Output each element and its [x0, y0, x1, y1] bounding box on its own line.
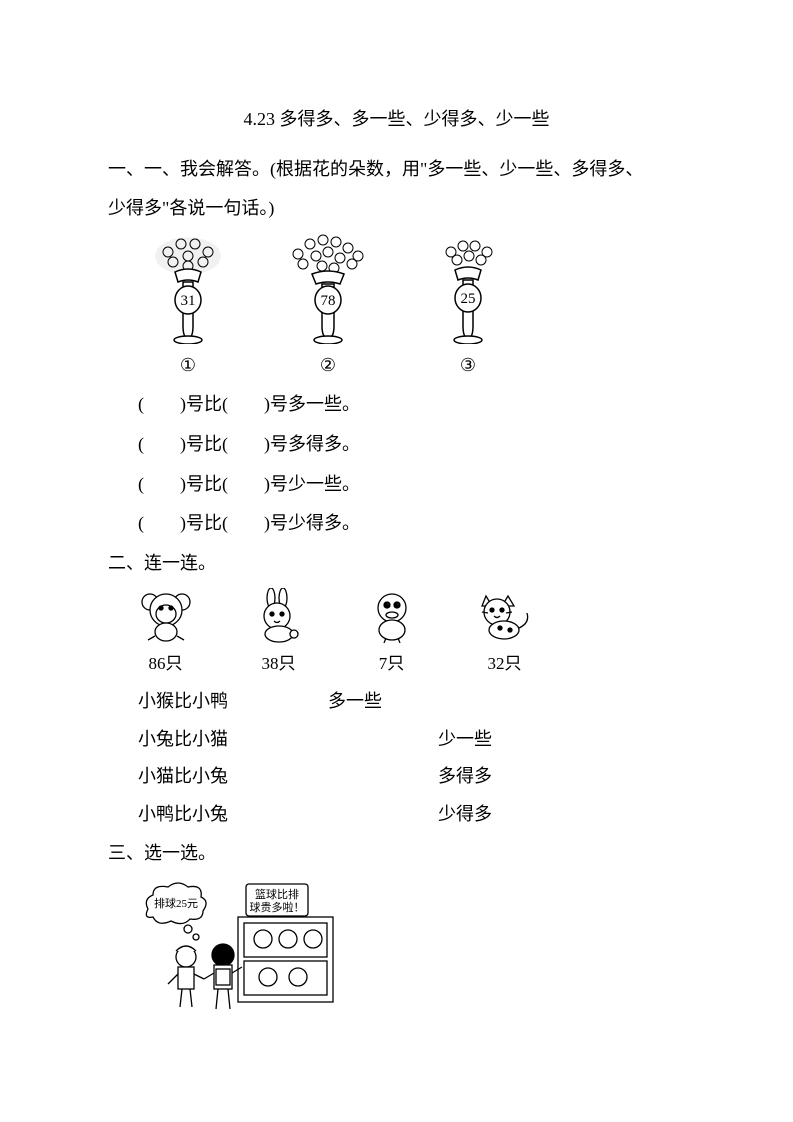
match-row: 小猴比小鸭 多一些 — [138, 683, 685, 721]
vase-icon: 25 — [423, 234, 513, 344]
vase-number: 25 — [461, 291, 476, 307]
q3-heading: 三、选一选。 — [108, 834, 685, 874]
vase-icon: 78 — [278, 234, 378, 344]
bubble-right-text-2: 球贵多啦！ — [250, 900, 305, 914]
animal-monkey: 86只 — [123, 588, 208, 682]
vase-2: 78 ② — [278, 234, 378, 386]
animal-rabbit: 38只 — [236, 588, 321, 682]
fill-line: ( )号比( )号少一些。 — [138, 465, 685, 505]
match-row: 小鸭比小兔 少得多 — [138, 796, 685, 834]
animal-count: 32只 — [488, 645, 522, 682]
fill-line: ( )号比( )号少得多。 — [138, 504, 685, 544]
animal-cat: 32只 — [462, 588, 547, 682]
match-right: 少得多 — [438, 796, 492, 834]
q1-heading-line1: 一、一、我会解答。(根据花的朵数，用"多一些、少一些、多得多、 — [108, 150, 685, 190]
q2-heading: 二、连一连。 — [108, 544, 685, 584]
animal-row: 86只 38只 — [123, 588, 685, 682]
q1-heading-line2: 少得多"各说一句话。) — [108, 189, 685, 229]
match-left: 小猴比小鸭 — [138, 683, 328, 721]
match-row: 小兔比小猫 少一些 — [138, 721, 685, 759]
shop-scene: 排球25元 篮球比排 球贵多啦！ — [138, 879, 685, 1019]
animal-count: 86只 — [149, 645, 183, 682]
match-rows: 小猴比小鸭 多一些 小兔比小猫 少一些 小猫比小兔 多得多 小鸭比小兔 少得多 — [138, 683, 685, 834]
monkey-icon — [136, 588, 196, 643]
animal-count: 38只 — [262, 645, 296, 682]
duck-icon — [362, 588, 422, 643]
vase-label: ③ — [460, 346, 476, 386]
vase-number: 78 — [321, 293, 336, 309]
match-left: 小猫比小兔 — [138, 758, 328, 796]
match-row: 小猫比小兔 多得多 — [138, 758, 685, 796]
shop-illustration: 排球25元 篮球比排 球贵多啦！ — [138, 879, 358, 1019]
cat-icon — [472, 588, 537, 643]
match-left: 小鸭比小兔 — [138, 796, 328, 834]
vase-number: 31 — [181, 293, 196, 309]
vase-row: 31 ① 78 — [138, 234, 685, 386]
fill-line: ( )号比( )号多一些。 — [138, 385, 685, 425]
worksheet-page: 4.23 多得多、多一些、少得多、少一些 一、一、我会解答。(根据花的朵数，用"… — [0, 0, 793, 1079]
page-title: 4.23 多得多、多一些、少得多、少一些 — [108, 100, 685, 140]
q1-fill-lines: ( )号比( )号多一些。 ( )号比( )号多得多。 ( )号比( )号少一些… — [138, 385, 685, 543]
bubble-right-text-1: 篮球比排 — [255, 887, 299, 901]
vase-1: 31 ① — [138, 234, 238, 386]
rabbit-icon — [249, 588, 309, 643]
match-right: 多一些 — [328, 683, 382, 721]
vase-label: ② — [320, 346, 336, 386]
match-right: 少一些 — [438, 721, 492, 759]
animal-duck: 7只 — [349, 588, 434, 682]
animal-count: 7只 — [379, 645, 405, 682]
match-right: 多得多 — [438, 758, 492, 796]
bubble-left-text: 排球25元 — [154, 896, 198, 910]
vase-label: ① — [180, 346, 196, 386]
vase-icon: 31 — [143, 234, 233, 344]
fill-line: ( )号比( )号多得多。 — [138, 425, 685, 465]
vase-3: 25 ③ — [418, 234, 518, 386]
match-left: 小兔比小猫 — [138, 721, 328, 759]
